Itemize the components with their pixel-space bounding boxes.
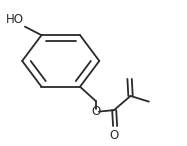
Text: HO: HO xyxy=(6,13,24,26)
Text: O: O xyxy=(91,105,100,118)
Text: O: O xyxy=(109,129,119,142)
